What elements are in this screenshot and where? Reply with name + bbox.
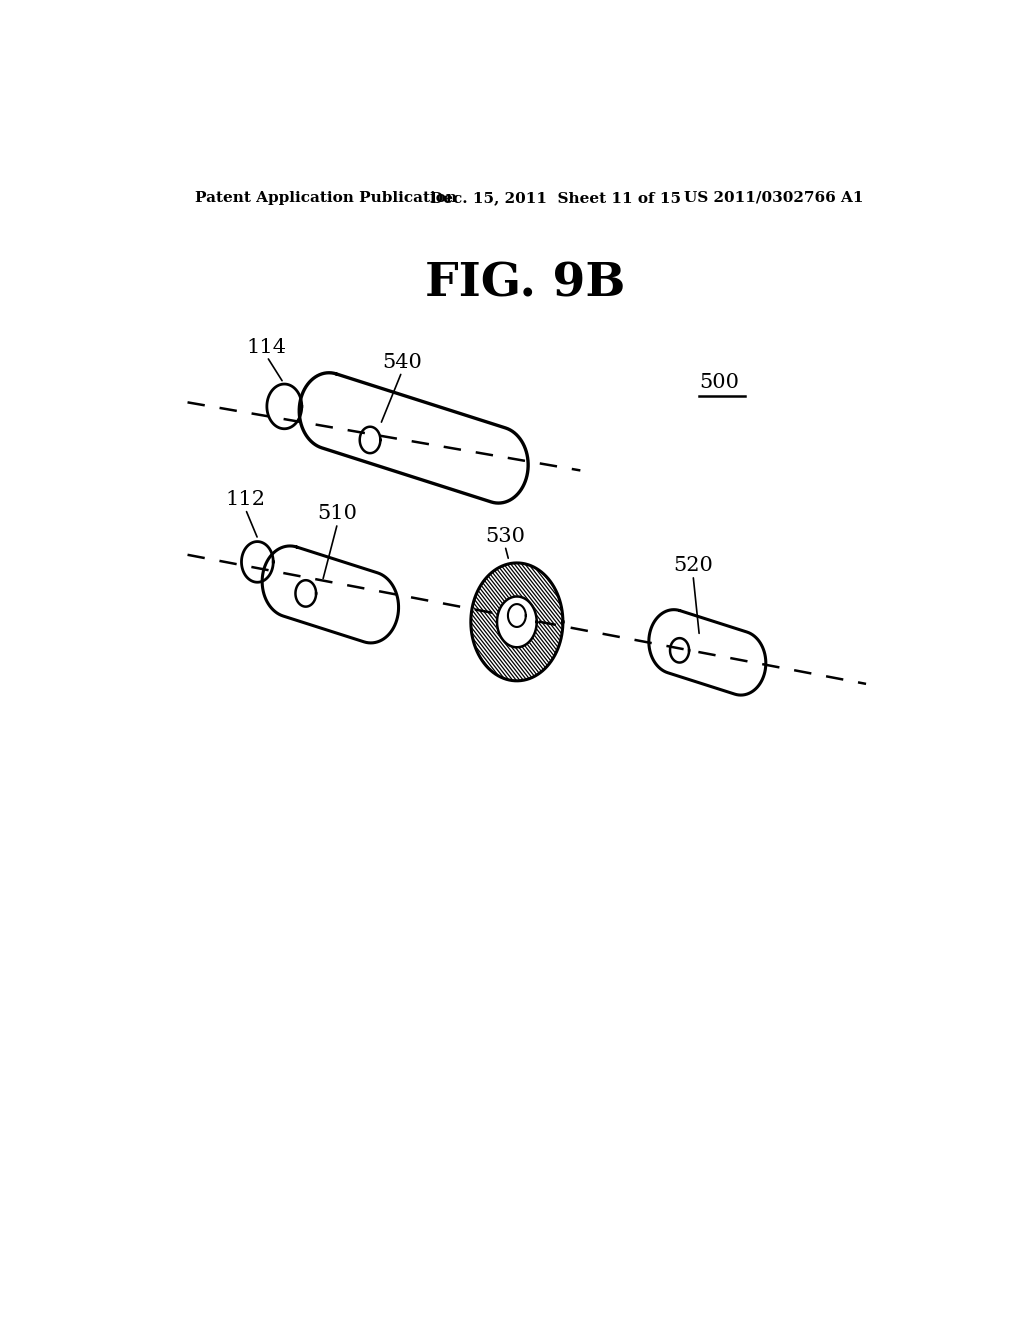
Text: Dec. 15, 2011  Sheet 11 of 15: Dec. 15, 2011 Sheet 11 of 15 bbox=[430, 191, 681, 205]
Text: 500: 500 bbox=[699, 374, 739, 392]
Text: FIG. 9B: FIG. 9B bbox=[425, 260, 625, 306]
Text: 540: 540 bbox=[382, 352, 422, 372]
Text: 114: 114 bbox=[247, 338, 287, 356]
Text: US 2011/0302766 A1: US 2011/0302766 A1 bbox=[684, 191, 863, 205]
Text: 112: 112 bbox=[225, 490, 265, 510]
Text: 530: 530 bbox=[485, 527, 525, 545]
Polygon shape bbox=[497, 597, 537, 647]
Text: Patent Application Publication: Patent Application Publication bbox=[196, 191, 458, 205]
Text: 510: 510 bbox=[317, 504, 357, 523]
Text: 520: 520 bbox=[673, 556, 713, 576]
